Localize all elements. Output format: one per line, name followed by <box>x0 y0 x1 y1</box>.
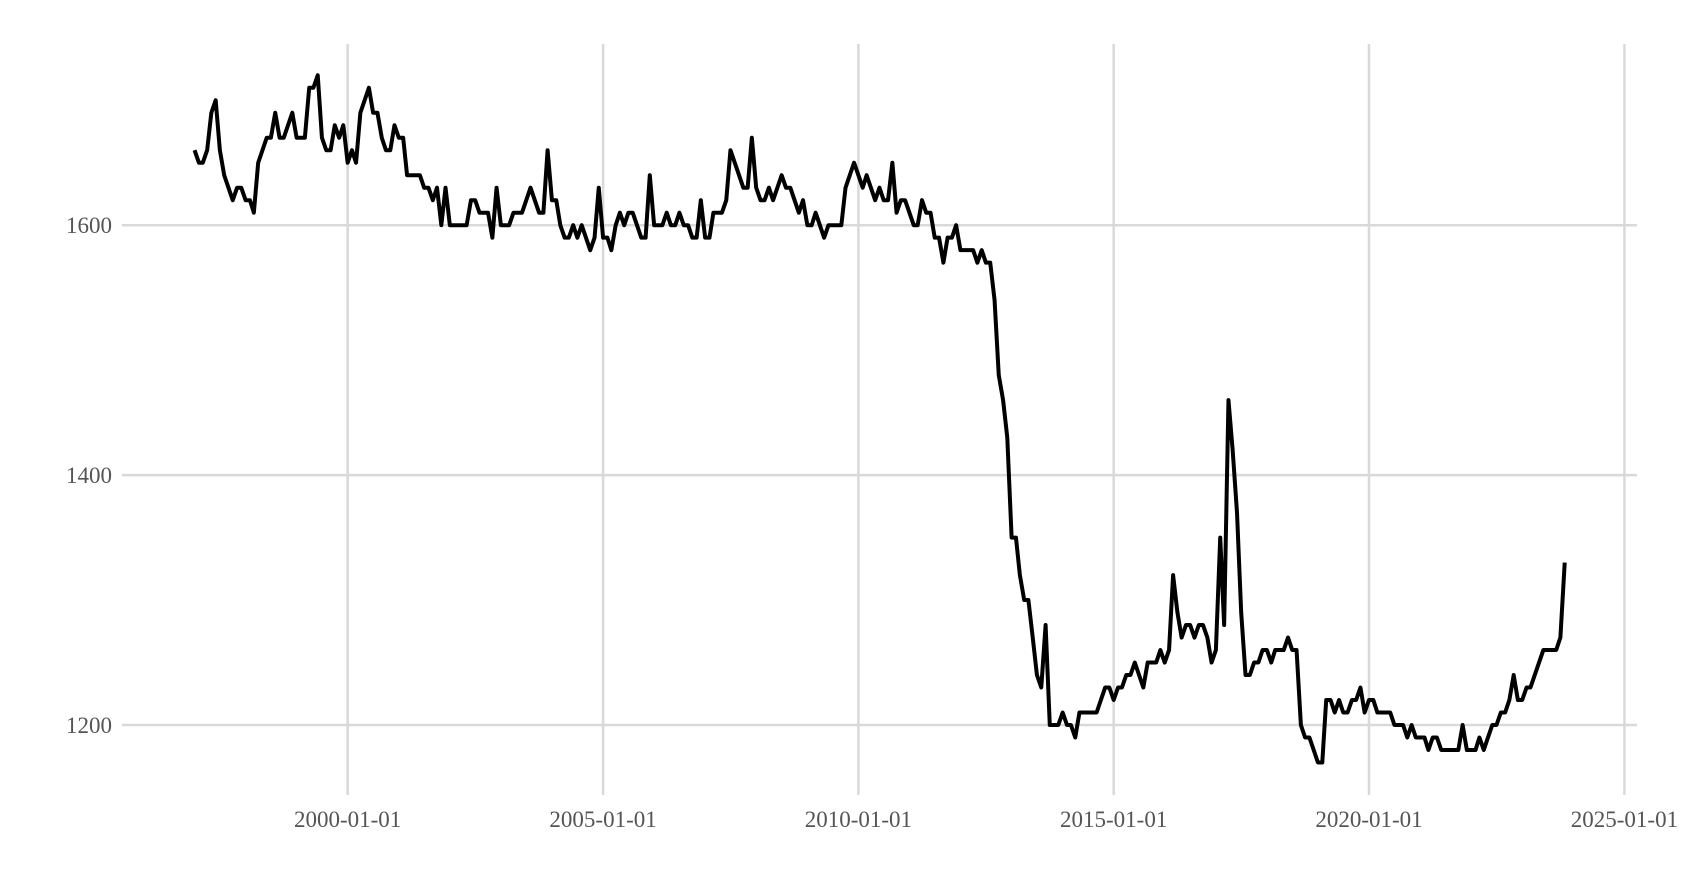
x-tick-label: 2015-01-01 <box>1060 807 1167 832</box>
x-tick-label: 2020-01-01 <box>1315 807 1422 832</box>
x-tick-label: 2005-01-01 <box>549 807 656 832</box>
x-tick-label: 2000-01-01 <box>294 807 401 832</box>
x-tick-label: 2025-01-01 <box>1571 807 1678 832</box>
y-tick-label: 1600 <box>66 213 112 238</box>
line <box>192 73 1567 765</box>
y-tick-label: 1400 <box>66 463 112 488</box>
x-tick-label: 2010-01-01 <box>805 807 912 832</box>
y-tick-label: 1200 <box>66 713 112 738</box>
